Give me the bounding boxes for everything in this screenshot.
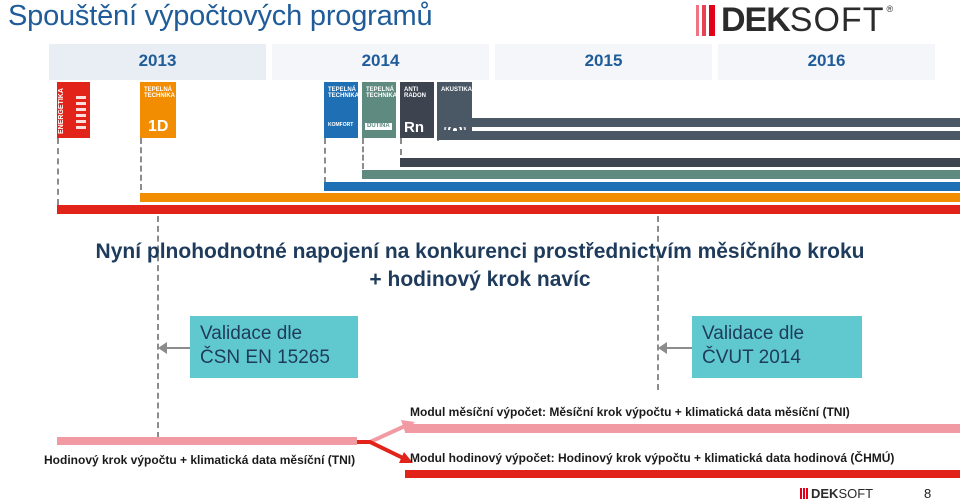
- validation-cvut-line1: Validace dle: [702, 323, 805, 344]
- headline-line1: Nyní plnohodnotné napojení na konkurenci…: [95, 240, 865, 263]
- tepelna-1d-badge: TEPELNÁ TECHNIKA 1D: [140, 82, 176, 138]
- bar-hourly-left: [57, 437, 357, 445]
- module-hourly-label: Modul hodinový výpočet: Hodinový krok vý…: [410, 451, 895, 465]
- energetika-badge: ENERGETIKA: [57, 82, 90, 138]
- akustika-badge: AKUSTIKA: [437, 82, 472, 138]
- energetika-steps-icon: [76, 96, 86, 132]
- year-2016: 2016: [718, 44, 935, 80]
- year-2015: 2015: [495, 44, 712, 80]
- logo-soft: SOFT: [789, 0, 885, 39]
- validation-csn-line2: ČSN EN 15265: [200, 347, 330, 368]
- bar-akustika: [437, 118, 960, 127]
- page-number: 8: [924, 486, 932, 501]
- footer-logo-dek: DEK: [811, 485, 839, 501]
- tepelna-dutina-badge: TEPELNÁ TECHNIKA DUTINA: [362, 82, 397, 138]
- logo-dek: DEK: [721, 0, 791, 39]
- anti-radon-mark: Rn: [404, 119, 424, 136]
- bar-komfort: [324, 182, 960, 191]
- validation-csn-line1: Validace dle: [200, 323, 303, 344]
- branch-connector: [357, 420, 415, 463]
- bar-dutina: [362, 170, 960, 179]
- bar-module-hourly: [405, 470, 960, 478]
- tepelna-1d-label: TEPELNÁ TECHNIKA: [144, 87, 175, 99]
- year-2013: 2013: [49, 44, 266, 80]
- tepelna-komfort-mark: KOMFORT: [328, 122, 354, 128]
- tepelna-1d-mark: 1D: [148, 118, 169, 135]
- logo-bars-icon: [696, 4, 715, 36]
- logo-registered: ®: [886, 4, 894, 14]
- footer-logo-bars-icon: [800, 487, 808, 499]
- tepelna-dutina-label: TEPELNÁ TECHNIKA: [366, 87, 397, 99]
- tepelna-komfort-badge: TEPELNÁ TECHNIKA KOMFORT: [324, 82, 359, 138]
- module-monthly-label: Modul měsíční výpočet: Měsíční krok výpo…: [410, 405, 850, 419]
- guide-1d: [140, 138, 142, 190]
- guide-energetika: [57, 138, 59, 205]
- bar-1d: [140, 193, 960, 202]
- bar-energetika: [57, 205, 960, 214]
- slide-title: Spouštění výpočtových programů: [8, 0, 433, 32]
- bar-module-monthly: [405, 424, 960, 433]
- anti-radon-badge: ANTI RADON Rn: [400, 82, 434, 138]
- akustika-label: AKUSTIKA: [441, 87, 472, 93]
- tepelna-komfort-label: TEPELNÁ TECHNIKA: [328, 87, 359, 99]
- energetika-label: ENERGETIKA: [58, 88, 65, 134]
- footer-logo-soft: SOFT: [838, 485, 874, 501]
- validation-csn-box: Validace dle ČSN EN 15265: [190, 316, 358, 378]
- validation-cvut-line2: ČVUT 2014: [702, 347, 801, 368]
- guide-komfort: [324, 138, 326, 183]
- guide-validation-left: [157, 216, 159, 438]
- headline-line2: + hodinový krok navíc: [369, 268, 591, 291]
- tepelna-dutina-mark: DUTINA: [365, 123, 392, 130]
- year-2014: 2014: [272, 44, 489, 80]
- module-hourly-left-label: Hodinový krok výpočtu + klimatická data …: [44, 453, 356, 467]
- footer-logo: DEK SOFT: [800, 485, 874, 501]
- validation-cvut-box: Validace dle ČVUT 2014: [692, 316, 862, 378]
- bar-radon: [400, 158, 960, 167]
- arrow-left-icon: [158, 342, 192, 354]
- guide-validation-right: [657, 216, 659, 390]
- guide-dutina: [362, 138, 364, 169]
- anti-radon-label: ANTI RADON: [404, 87, 426, 99]
- year-header: 2013 2014 2015 2016: [49, 44, 935, 80]
- dek-soft-logo: DEK SOFT ®: [696, 0, 894, 39]
- bar-akustika-b: [437, 131, 960, 140]
- arrow-right-icon: [658, 342, 692, 354]
- guide-radon: [400, 138, 402, 155]
